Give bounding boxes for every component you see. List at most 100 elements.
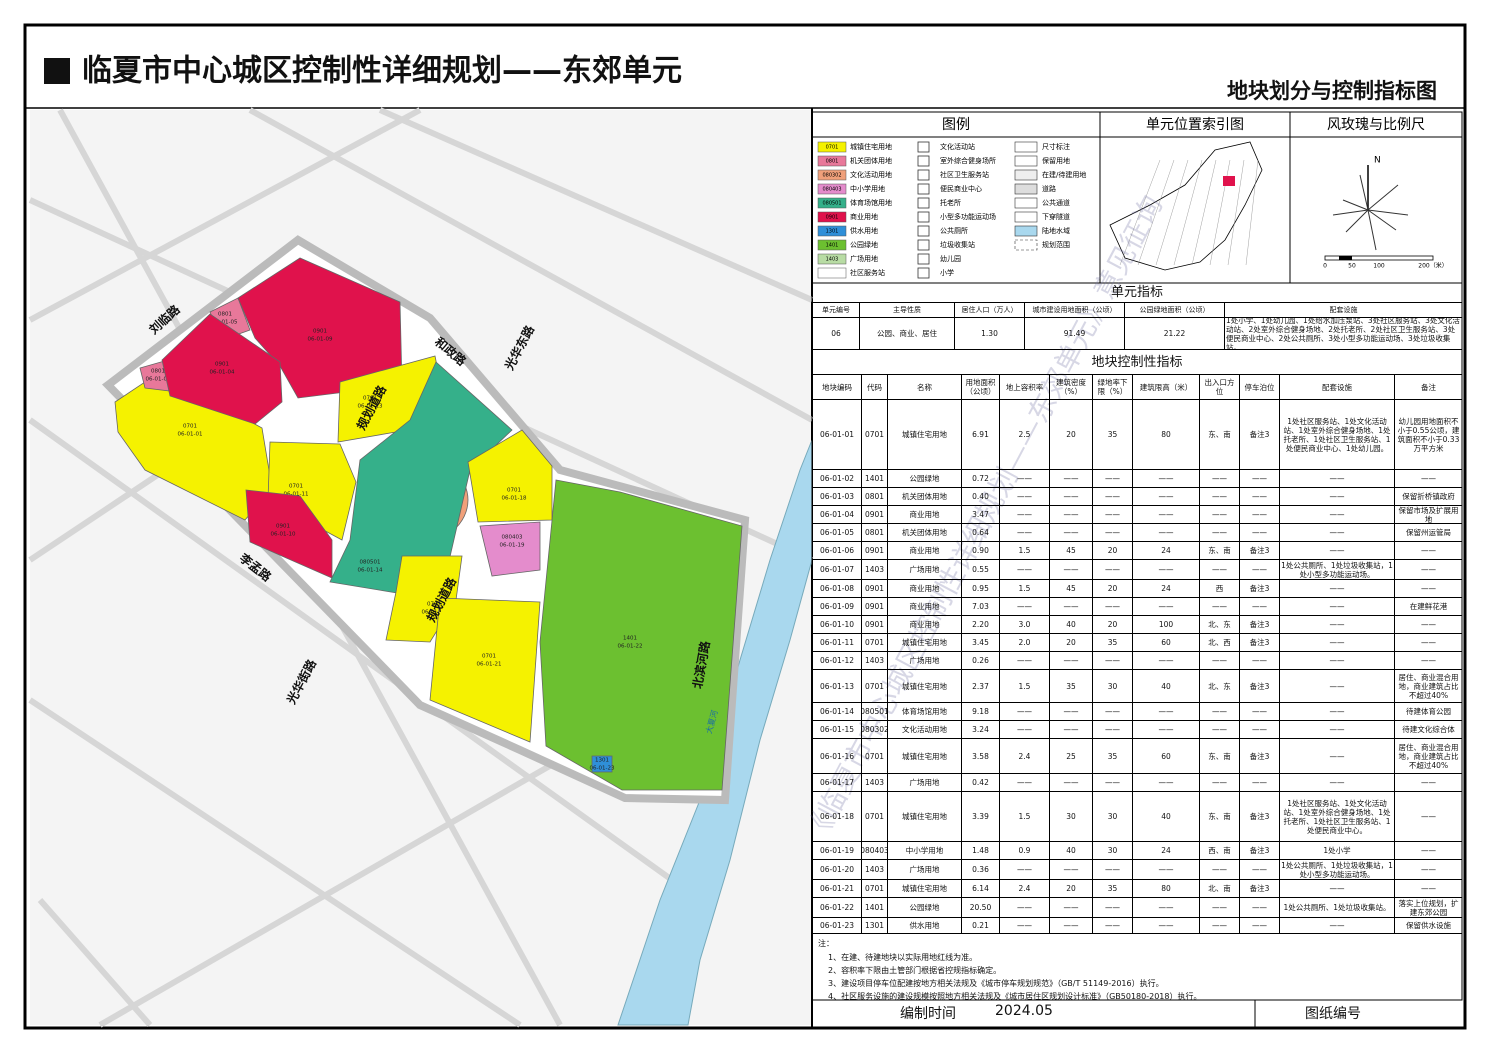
table-cell: 080403 <box>862 842 888 860</box>
table-cell: —— <box>1280 670 1395 703</box>
index-grid <box>1119 159 1259 266</box>
legend-label: 便民商业中心 <box>940 184 982 193</box>
table-cell: 0901 <box>862 506 888 524</box>
table-cell: —— <box>1280 880 1395 898</box>
table-header: 配套设施 <box>1280 375 1395 400</box>
legend-code: 080403 <box>822 187 841 193</box>
table-cell: 机关团体用地 <box>888 488 962 506</box>
table-cell: 1处公共厕所、1处垃圾收集站。 <box>1280 898 1395 918</box>
parcel <box>479 521 541 577</box>
table-cell: —— <box>1280 739 1395 774</box>
parcel <box>161 313 283 425</box>
parcel-id: 06-01-14 <box>358 568 383 574</box>
legend-code: 0901 <box>826 215 839 221</box>
table-cell: —— <box>1050 652 1093 670</box>
table-cell: —— <box>1000 598 1050 616</box>
table-cell: —— <box>1280 580 1395 598</box>
table-cell: —— <box>1200 652 1240 670</box>
table-cell: 备注3 <box>1240 400 1280 470</box>
legend-icon <box>917 267 930 279</box>
table-cell: 保留市场及扩展用地 <box>1395 506 1462 524</box>
table-cell: 06-01-19 <box>813 842 862 860</box>
table-cell: 6.91 <box>962 400 1000 470</box>
legend-swatch <box>817 225 847 237</box>
table-cell: 20.50 <box>962 898 1000 918</box>
table-cell: —— <box>1200 470 1240 488</box>
table-cell: 1403 <box>862 774 888 792</box>
table-cell: 06-01-14 <box>813 703 862 721</box>
table-cell: 落实上位规划，扩建东郊公园 <box>1395 898 1462 918</box>
table-cell: 100 <box>1133 616 1200 634</box>
street <box>28 107 422 323</box>
table-cell: 06-01-13 <box>813 670 862 703</box>
table-cell: —— <box>1133 488 1200 506</box>
table-cell: 2.37 <box>962 670 1000 703</box>
street <box>98 757 562 1028</box>
legend-code: 1403 <box>826 257 839 263</box>
table-cell: 1401 <box>862 898 888 918</box>
table-cell: 80 <box>1133 880 1200 898</box>
table-cell: —— <box>1200 774 1240 792</box>
legend-code: 1401 <box>826 243 839 249</box>
table-cell: —— <box>1050 721 1093 739</box>
table-cell: 60 <box>1133 634 1200 652</box>
table-cell: —— <box>1395 580 1462 598</box>
table-cell: —— <box>1395 634 1462 652</box>
legend-code: 0701 <box>826 145 839 151</box>
table-cell: 0701 <box>862 792 888 842</box>
table-cell: —— <box>1280 488 1395 506</box>
table-cell: 待建文化综合体 <box>1395 721 1462 739</box>
legend-icon <box>1014 197 1038 209</box>
table-cell: —— <box>1093 524 1133 542</box>
table-cell: 0.21 <box>962 918 1000 934</box>
index-street <box>1173 159 1203 266</box>
table-cell: 7.03 <box>962 598 1000 616</box>
table-cell: 40 <box>1050 616 1093 634</box>
legend-icon <box>917 155 930 167</box>
table-cell: —— <box>1280 542 1395 560</box>
table-cell: 06-01-10 <box>813 616 862 634</box>
table-cell: —— <box>1240 598 1280 616</box>
wind-rose-ray <box>1367 209 1397 231</box>
table-cell: —— <box>1050 524 1093 542</box>
legend-label: 道路 <box>1042 184 1056 193</box>
scale-label: 50 <box>1348 263 1356 270</box>
legend-label: 供水用地 <box>850 226 878 235</box>
table-cell: 3.24 <box>962 721 1000 739</box>
table-cell: 备注3 <box>1240 739 1280 774</box>
table-cell: —— <box>1050 488 1093 506</box>
parcel <box>245 489 333 579</box>
table-cell: 06-01-17 <box>813 774 862 792</box>
table-cell: 体育场馆用地 <box>888 703 962 721</box>
wind-rose-ray <box>1342 199 1369 211</box>
legend-label: 广场用地 <box>850 254 878 263</box>
table-cell: 24 <box>1133 542 1200 560</box>
street <box>37 898 153 1027</box>
note: 2、容积率下限由土管部门根据省控规指标确定。 <box>828 966 1002 975</box>
table-cell: 在建鲜花港 <box>1395 598 1462 616</box>
table-cell: 商业用地 <box>888 506 962 524</box>
table-cell: 30 <box>1093 670 1133 703</box>
table-cell: —— <box>1133 898 1200 918</box>
table-cell: —— <box>1280 634 1395 652</box>
legend-label: 小型多功能运动场 <box>940 212 996 221</box>
table-cell: —— <box>1280 918 1395 934</box>
parcel-id: 06-01-03 <box>146 377 171 383</box>
index-street <box>1191 159 1217 266</box>
legend-label: 公共通道 <box>1042 198 1070 207</box>
legend-label: 体育场馆用地 <box>850 198 892 207</box>
table-cell: 东、南 <box>1200 792 1240 842</box>
table-cell: 备注3 <box>1240 670 1280 703</box>
table-cell: —— <box>1133 470 1200 488</box>
parcel-id: 06-01-21 <box>477 662 502 668</box>
table-cell: —— <box>1093 721 1133 739</box>
notes-label: 注： <box>818 939 834 948</box>
parcel-code: 0701 <box>427 602 441 608</box>
table-cell: 35 <box>1093 739 1133 774</box>
table-cell: 06-01-16 <box>813 739 862 774</box>
legend-icon <box>917 183 930 195</box>
legend-swatch <box>817 239 847 251</box>
legend-icon <box>917 253 930 265</box>
parcel-code: 0701 <box>363 396 377 402</box>
table-cell: 1.5 <box>1000 792 1050 842</box>
